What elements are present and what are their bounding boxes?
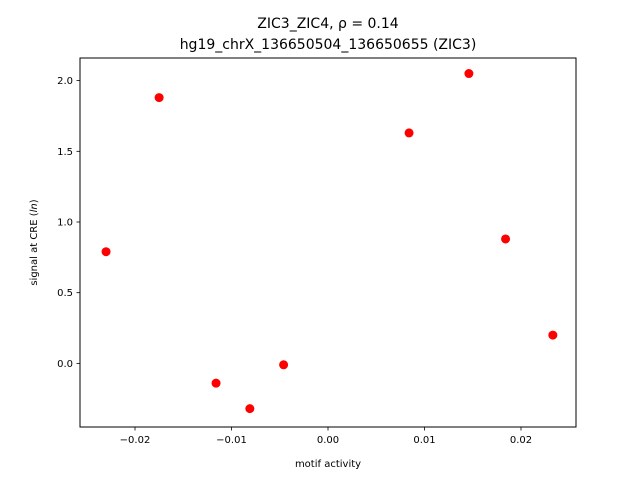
data-point — [154, 93, 164, 103]
y-tick-label: 1.5 — [57, 147, 73, 158]
x-tick-label: 0.02 — [510, 435, 532, 446]
data-point — [501, 234, 511, 244]
y-tick-label: 0.0 — [57, 359, 73, 370]
y-axis-label-italic: ln — [29, 203, 40, 212]
y-axis: 0.0 0.5 1.0 1.5 2.0 — [57, 76, 80, 370]
axes-frame — [79, 57, 577, 428]
data-point — [279, 360, 289, 370]
chart-title-line2: hg19_chrX_136650504_136650655 (ZIC3) — [180, 37, 477, 53]
x-tick-label: −0.02 — [120, 435, 151, 446]
x-tick-label: 0.00 — [317, 435, 339, 446]
y-axis-label-prefix: signal at CRE ( — [29, 212, 40, 285]
plot-area — [101, 69, 558, 414]
data-point — [245, 404, 255, 414]
x-tick-label: −0.01 — [216, 435, 247, 446]
y-axis-label-suffix: ) — [29, 199, 40, 203]
y-tick-label: 2.0 — [57, 76, 73, 87]
data-point — [548, 330, 558, 340]
data-point — [101, 247, 111, 257]
data-point — [211, 378, 221, 388]
x-axis-label: motif activity — [295, 459, 361, 470]
x-tick-label: 0.01 — [413, 435, 435, 446]
y-tick-label: 1.0 — [57, 218, 73, 229]
chart-title-line1: ZIC3_ZIC4, ρ = 0.14 — [257, 16, 398, 32]
x-axis: −0.02 −0.01 0.00 0.01 0.02 — [120, 427, 532, 446]
y-axis-label: signal at CRE (ln) — [29, 199, 40, 285]
y-tick-label: 0.5 — [57, 288, 73, 299]
data-point — [404, 128, 414, 138]
data-point — [464, 69, 474, 79]
